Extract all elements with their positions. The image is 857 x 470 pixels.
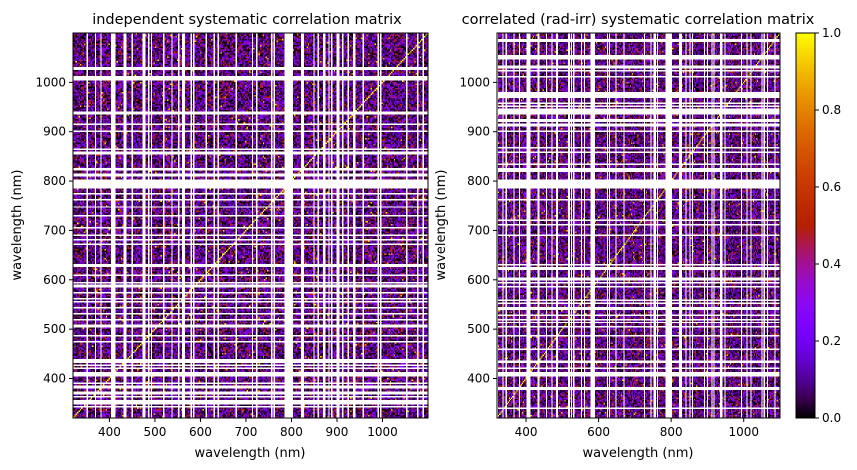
- colorbar-tick-label: 1.0: [822, 26, 841, 40]
- x-tick-label: 800: [660, 425, 683, 439]
- right-axes-frame: [496, 32, 781, 419]
- y-tick-label: 700: [43, 223, 66, 237]
- left-x-axis-label: wavelength (nm): [195, 446, 306, 461]
- y-tick-label: 1000: [459, 75, 490, 89]
- heatmap-image-1: [497, 33, 780, 418]
- y-tick-label: 800: [467, 174, 490, 188]
- colorbar: 0.0 0.2 0.4 0.6 0.8 1.0: [795, 26, 841, 425]
- colorbar-tick-label: 0.8: [822, 103, 841, 117]
- left-heatmap: [73, 33, 428, 418]
- x-tick-label: 400: [515, 425, 538, 439]
- y-tick-label: 400: [467, 372, 490, 386]
- x-tick-label: 1000: [728, 425, 759, 439]
- left-panel-title: independent systematic correlation matri…: [92, 12, 402, 28]
- left-x-ticks: 400 500 600 700 800 900 1000: [98, 418, 398, 439]
- y-tick-label: 500: [467, 322, 490, 336]
- right-heatmap: [497, 33, 780, 418]
- colorbar-tick-label: 0.0: [822, 411, 841, 425]
- y-tick-label: 600: [43, 273, 66, 287]
- colorbar-ticks: 0.0 0.2 0.4 0.6 0.8 1.0: [815, 26, 841, 425]
- left-y-ticks: 400 500 600 700 800 900 1000: [35, 75, 73, 386]
- left-y-axis-label: wavelength (nm): [10, 170, 25, 281]
- right-y-ticks: 400 500 600 700 800 900 1000: [459, 75, 497, 386]
- right-x-ticks: 400 600 800 1000: [515, 418, 759, 439]
- y-tick-label: 1000: [35, 75, 66, 89]
- colorbar-tick-label: 0.6: [822, 180, 841, 194]
- x-tick-label: 800: [280, 425, 303, 439]
- y-tick-label: 900: [467, 125, 490, 139]
- colorbar-tick-label: 0.2: [822, 334, 841, 348]
- x-tick-label: 1000: [367, 425, 398, 439]
- y-tick-label: 400: [43, 372, 66, 386]
- right-correlation-panel: correlated (rad-irr) systematic correlat…: [434, 12, 815, 461]
- x-tick-label: 500: [143, 425, 166, 439]
- colorbar-tick-label: 0.4: [822, 257, 841, 271]
- right-x-axis-label: wavelength (nm): [583, 446, 694, 461]
- y-tick-label: 900: [43, 125, 66, 139]
- x-tick-label: 600: [189, 425, 212, 439]
- heatmap-image-0: [73, 33, 428, 418]
- x-tick-label: 600: [587, 425, 610, 439]
- x-tick-label: 900: [326, 425, 349, 439]
- x-tick-label: 400: [98, 425, 121, 439]
- right-panel-title: correlated (rad-irr) systematic correlat…: [462, 12, 815, 28]
- y-tick-label: 700: [467, 223, 490, 237]
- y-tick-label: 500: [43, 322, 66, 336]
- left-correlation-panel: independent systematic correlation matri…: [10, 12, 429, 461]
- colorbar-gradient: [795, 32, 816, 419]
- y-tick-label: 600: [467, 273, 490, 287]
- left-axes-frame: [72, 32, 429, 419]
- right-y-axis-label: wavelength (nm): [434, 170, 449, 281]
- y-tick-label: 800: [43, 174, 66, 188]
- x-tick-label: 700: [234, 425, 257, 439]
